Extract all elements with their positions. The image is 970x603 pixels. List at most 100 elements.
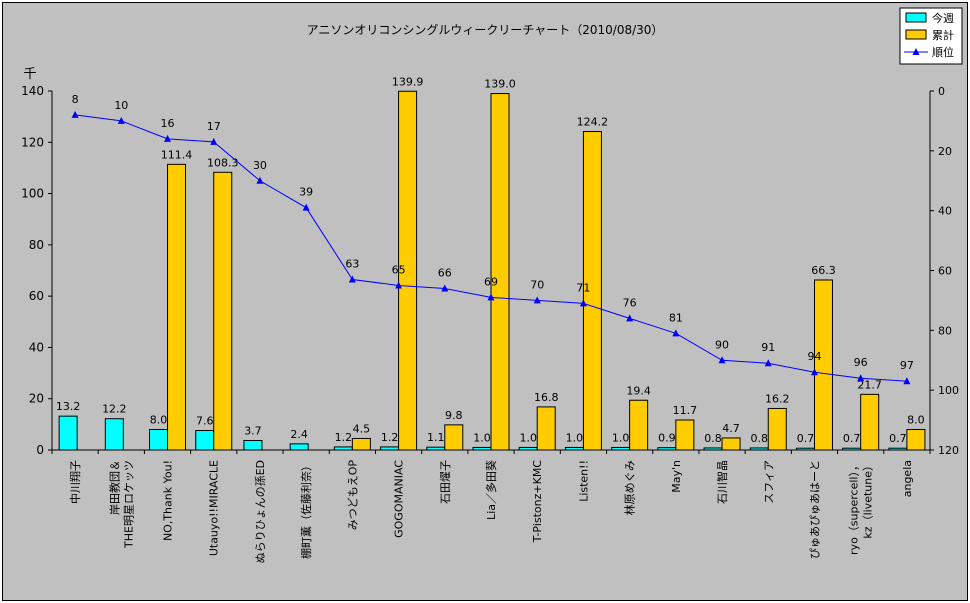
data-label-current: 0.8: [704, 432, 722, 445]
data-label-cumulative: 19.4: [626, 384, 651, 397]
data-label-cumulative: 108.3: [207, 156, 239, 169]
y-left-tick-label: 100: [21, 187, 44, 201]
data-label-cumulative: 21.7: [857, 378, 882, 391]
bar-current: [657, 447, 677, 451]
x-tick-label-line: みつどもえOP: [346, 460, 359, 531]
x-tick-label: 石田燿子: [439, 460, 452, 504]
plot-area: 0 20 40 60 80 100 120 140 0 20 40 60 80 100 120 13.2 12.…: [21, 75, 959, 563]
data-label-current: 0.9: [658, 432, 676, 445]
data-label-rank: 94: [807, 350, 821, 363]
x-tick-label-line: ryo（supercell），: [848, 460, 861, 555]
rank-marker: [903, 377, 911, 385]
data-label-cumulative: 139.0: [484, 78, 516, 91]
rank-marker: [764, 359, 772, 367]
x-tick-label: NO,Thank You!: [162, 460, 175, 541]
rank-marker: [672, 329, 680, 337]
rank-marker: [117, 116, 125, 124]
y-right-tick-label: 0: [938, 85, 945, 98]
rank-marker: [533, 296, 541, 304]
bar-cumulative: [906, 428, 926, 451]
y-right-tick-label: 80: [938, 324, 952, 337]
data-label-cumulative: 66.3: [811, 264, 836, 277]
bar-cumulative: [767, 407, 787, 451]
data-label-current: 3.7: [244, 425, 262, 438]
data-label-cumulative: 9.8: [445, 409, 463, 422]
y-left-tick-label: 20: [29, 392, 44, 406]
x-tick-label: ryo（supercell）， kz（livetune）: [848, 460, 875, 555]
x-tick-label: May'n: [670, 460, 683, 493]
bar-cumulative: [167, 163, 187, 451]
legend-label: 順位: [932, 45, 954, 59]
rank-marker: [810, 368, 818, 376]
bar-current: [611, 446, 631, 451]
x-tick-label-line: ぬらりひょんの孫ED: [254, 460, 267, 563]
bar-current: [842, 447, 862, 451]
bar-current: [243, 440, 263, 451]
x-tick-label-line: T-Pistonz+KMC: [531, 460, 544, 544]
bar-current: [58, 415, 78, 451]
x-tick-label: T-Pistonz+KMC: [531, 460, 544, 544]
data-label-current: 1.2: [335, 431, 353, 444]
data-label-rank: 97: [900, 359, 914, 372]
data-label-current: 0.7: [889, 432, 907, 445]
y-left-tick-label: 140: [21, 84, 44, 98]
x-tick-label-line: 石田燿子: [439, 460, 452, 504]
bar-cumulative: [629, 399, 649, 451]
rank-marker: [302, 203, 310, 211]
x-tick-label-line: NO,Thank You!: [162, 460, 175, 541]
data-label-current: 1.0: [473, 431, 491, 444]
y-left-tick-label: 80: [29, 238, 44, 252]
data-label-rank: 63: [345, 257, 359, 270]
data-label-cumulative: 11.7: [673, 404, 698, 417]
data-label-rank: 8: [72, 93, 79, 106]
x-tick-label: 岸田教団＆ THE明星ロケッツ: [108, 460, 135, 549]
x-tick-label-line: ぴゅあぴゅあはーと: [808, 460, 821, 559]
data-label-cumulative: 111.4: [161, 148, 193, 161]
x-tick-label: 林原めぐみ: [623, 460, 637, 515]
data-label-rank: 16: [161, 117, 175, 130]
data-label-current: 1.0: [519, 431, 537, 444]
bar-current: [472, 446, 492, 451]
x-tick-label-line: angela: [901, 460, 914, 497]
x-tick-label: 石川智晶: [715, 460, 729, 504]
x-tick-label-line: 岸田教団＆: [108, 460, 121, 515]
data-label-current: 0.7: [797, 432, 815, 445]
bar-cumulative: [536, 406, 556, 451]
data-label-rank: 81: [669, 311, 683, 324]
bar-current: [564, 446, 584, 451]
chart-title: アニソンオリコンシングルウィークリーチャート（2010/08/30）: [307, 23, 664, 37]
data-label-rank: 66: [438, 266, 452, 279]
data-label-current: 1.1: [427, 431, 445, 444]
rank-marker: [487, 293, 495, 301]
data-label-current: 1.0: [612, 431, 630, 444]
rank-marker: [626, 314, 634, 322]
data-label-rank: 90: [715, 338, 729, 351]
bar-cumulative: [351, 437, 371, 451]
x-tick-label-line: Utauyo!!MIRACLE: [208, 460, 221, 556]
data-label-rank: 17: [207, 120, 221, 133]
rank-marker: [579, 299, 587, 307]
x-tick-label: みつどもえOP: [346, 460, 359, 531]
data-label-cumulative: 139.9: [392, 75, 424, 88]
rank-marker: [210, 137, 218, 145]
x-tick-label-line: 林原めぐみ: [623, 460, 637, 515]
y-right-tick-label: 20: [938, 145, 952, 158]
legend-swatch: [905, 29, 927, 40]
rank-marker: [857, 374, 865, 382]
x-tick-label: 棚町薫（佐藤利奈）: [299, 460, 313, 559]
legend-label: 累計: [932, 28, 954, 42]
data-label-cumulative: 4.7: [722, 422, 740, 435]
bar-current: [104, 418, 124, 451]
bar-current: [380, 446, 400, 451]
bar-cumulative: [398, 90, 418, 451]
x-tick-label: angela: [901, 460, 914, 497]
rank-marker: [395, 281, 403, 289]
rank-marker: [348, 275, 356, 283]
data-label-cumulative: 16.2: [765, 392, 790, 405]
bar-current: [333, 446, 353, 451]
x-tick-label-line: スフィア: [762, 460, 775, 504]
rank-marker: [256, 176, 264, 184]
